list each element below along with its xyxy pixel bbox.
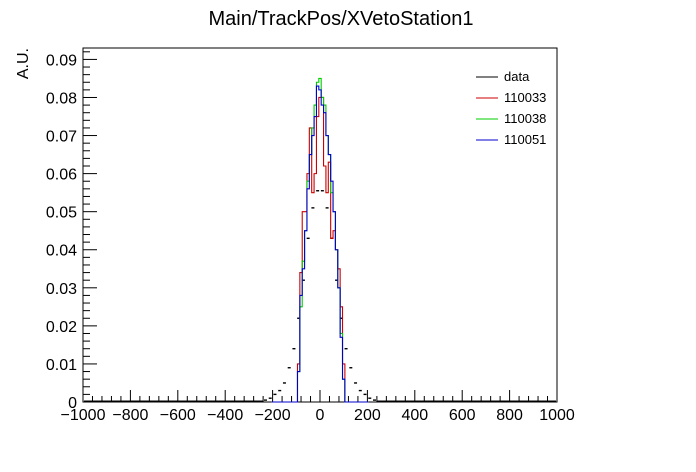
- y-tick-label: 0.06: [46, 167, 77, 184]
- series-110038-line: [271, 77, 369, 403]
- y-tick-label: 0.02: [46, 319, 77, 336]
- y-tick-label: 0.08: [46, 90, 77, 107]
- legend-label-110038: 110038: [504, 111, 546, 126]
- legend-label-110033: 110033: [504, 90, 546, 105]
- series-layer: [84, 77, 556, 403]
- x-tick-label: 1000: [539, 407, 575, 424]
- y-axis: 0 0.01 0.02 0.03 0.04 0.05 0.06 0.07 0.08 0.09: [46, 51, 97, 412]
- x-tick-label: 800: [496, 407, 523, 424]
- x-tick-label: −200: [255, 407, 291, 424]
- y-tick-label: 0.09: [46, 52, 77, 69]
- y-tick-label: 0.01: [46, 357, 77, 374]
- x-axis: −1000 −800 −600 −400 −200 0 200 400 600 800 1000: [61, 390, 575, 424]
- x-tick-label: 0: [316, 407, 325, 424]
- x-tick-label: 200: [354, 407, 381, 424]
- y-tick-label: 0: [68, 395, 77, 412]
- series-data-points: [84, 190, 556, 402]
- series-110051-line: [271, 85, 369, 403]
- legend-label-110051: 110051: [504, 132, 546, 147]
- y-tick-label: 0.05: [46, 205, 77, 222]
- x-tick-label: −400: [207, 407, 243, 424]
- y-tick-label: 0.04: [46, 243, 77, 260]
- y-axis-label: A.U.: [15, 48, 32, 79]
- y-tick-label: 0.03: [46, 281, 77, 298]
- legend: data 110033 110038 110051: [476, 69, 546, 147]
- series-110033-line: [271, 96, 369, 403]
- plot-frame: [82, 47, 558, 403]
- chart-title: Main/TrackPos/XVetoStation1: [209, 8, 474, 30]
- x-tick-label: −600: [160, 407, 196, 424]
- x-tick-label: 400: [401, 407, 428, 424]
- legend-label-data: data: [504, 69, 530, 84]
- x-tick-label: −800: [112, 407, 148, 424]
- x-tick-label: −1000: [61, 407, 106, 424]
- y-tick-label: 0.07: [46, 129, 77, 146]
- x-tick-label: 600: [449, 407, 476, 424]
